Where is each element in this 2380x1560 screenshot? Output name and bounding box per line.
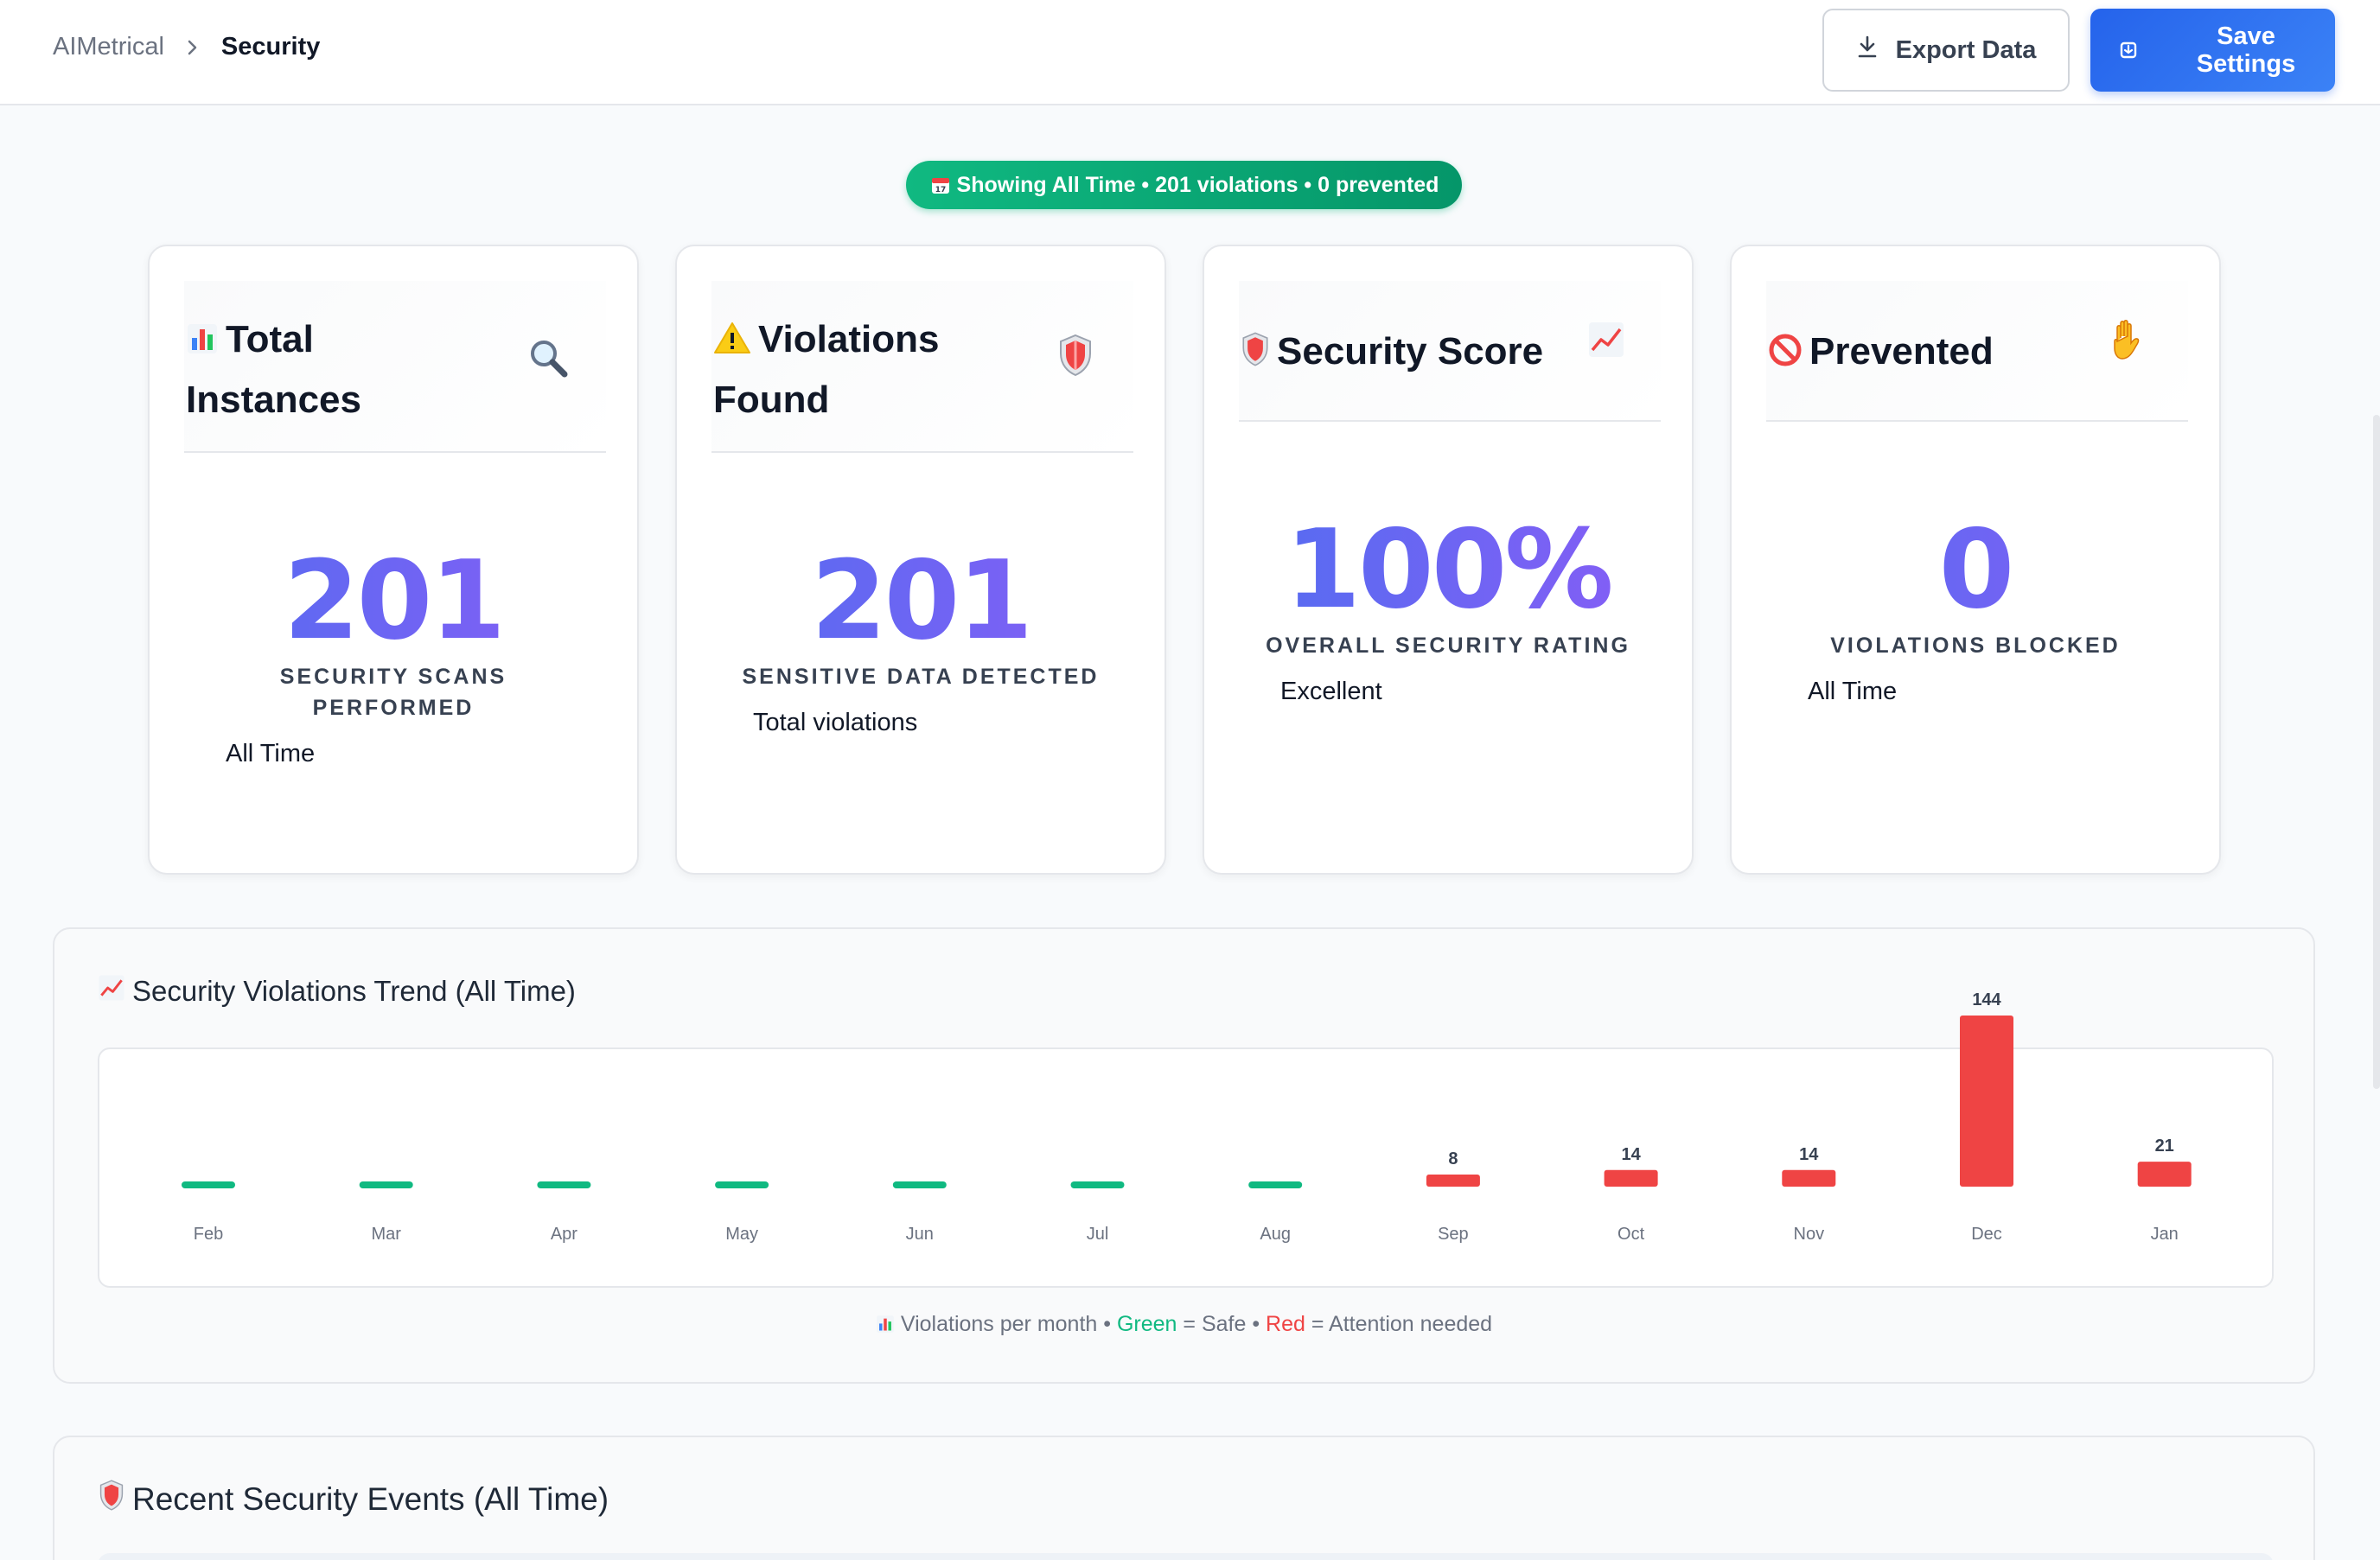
chart-bar-aug	[1248, 1181, 1303, 1188]
trend-chart-icon	[1587, 321, 1625, 363]
breadcrumb-current: Security	[220, 33, 321, 60]
chart-value-label: 144	[1972, 990, 2001, 1009]
card-header	[711, 281, 1133, 453]
export-data-label: Export Data	[1895, 35, 2037, 64]
chart-category-label: Sep	[1438, 1225, 1469, 1244]
chart-bar-sep	[1426, 1175, 1480, 1187]
card-caption: SECURITY SCANS PERFORMED	[279, 665, 507, 720]
chart-bar-feb	[182, 1181, 235, 1188]
svg-text:17: 17	[935, 186, 946, 194]
chart-bar-oct	[1604, 1169, 1658, 1187]
card-subtext: Excellent	[1280, 678, 1382, 705]
chart-category-label: May	[725, 1225, 758, 1244]
security-score-value: 100%	[1204, 506, 1692, 633]
bar-chart-icon	[186, 315, 219, 372]
trend-chart-icon	[98, 974, 125, 1009]
save-label-line2: Settings	[2196, 50, 2296, 78]
chart-value-label: 14	[1621, 1145, 1641, 1164]
time-range-banner: 17 Showing All Time • 201 violations • 0…	[906, 161, 1462, 209]
magnifier-icon	[526, 336, 571, 385]
stat-card-prevented: Prevented 0 VIOLATIONS BLOCKED All Time	[1730, 245, 2221, 875]
events-title: Recent Security Events (All Time)	[98, 1479, 609, 1519]
chart-value-label: 21	[2155, 1137, 2174, 1156]
chart-value-label: 14	[1799, 1145, 1819, 1164]
chart-title: Security Violations Trend (All Time)	[98, 974, 576, 1009]
violations-found-value: 201	[677, 537, 1164, 664]
chart-category-label: Nov	[1794, 1225, 1825, 1244]
chart-category-label: Aug	[1260, 1225, 1291, 1244]
calendar-icon: 17	[929, 174, 952, 196]
card-header	[184, 281, 606, 453]
breadcrumb: AIMetrical Security	[53, 33, 320, 61]
chart-bar-apr	[537, 1181, 591, 1188]
chevron-right-icon	[187, 39, 199, 56]
card-subtext: All Time	[226, 740, 316, 767]
chart-category-label: Dec	[1971, 1225, 2002, 1244]
chart-category-label: Apr	[551, 1225, 577, 1244]
chart-category-label: Oct	[1618, 1225, 1645, 1244]
card-caption: VIOLATIONS BLOCKED	[1830, 634, 2121, 658]
stat-card-violations-found: Violations Found 201 SENSITIVE DATA DETE…	[675, 245, 1166, 875]
shield-icon	[98, 1479, 125, 1519]
export-data-button[interactable]: Export Data	[1822, 9, 2070, 92]
shield-icon	[1057, 333, 1094, 382]
chart-category-label: Jan	[2151, 1225, 2179, 1244]
chart-category-label: Jul	[1087, 1225, 1109, 1244]
download-icon	[1856, 35, 1879, 66]
violations-trend-panel: Security Violations Trend (All Time) Feb…	[53, 927, 2315, 1384]
chart-bar-may	[715, 1181, 769, 1188]
chart-area	[98, 1047, 2274, 1288]
recent-events-panel: Recent Security Events (All Time)	[53, 1436, 2315, 1560]
card-caption: SENSITIVE DATA DETECTED	[742, 665, 1100, 689]
save-label-line1: Save	[2217, 22, 2275, 50]
chart-category-label: Mar	[371, 1225, 401, 1244]
chart-bar-nov	[1782, 1169, 1836, 1187]
chart-bar-jun	[892, 1181, 947, 1188]
save-settings-label: Save Settings	[2185, 22, 2307, 78]
chart-value-label: 8	[1448, 1149, 1458, 1168]
card-title: Total Instances	[186, 311, 361, 429]
card-subtext: All Time	[1808, 678, 1898, 705]
chart-category-label: Feb	[194, 1225, 223, 1244]
prohibited-icon	[1768, 327, 1803, 384]
save-settings-button[interactable]: Save Settings	[2090, 9, 2335, 92]
warning-icon	[713, 315, 751, 372]
bar-chart: Feb Mar Apr May Jun Jul Aug 8 Sep 14 Oct 14 Nov 144 De…	[182, 990, 2192, 1244]
chart-bar-jan	[2137, 1162, 2192, 1187]
raised-hand-icon	[2107, 317, 2148, 366]
chart-bar-dec	[1960, 1016, 2013, 1187]
card-subtext: Total violations	[753, 709, 918, 736]
shield-icon	[1241, 327, 1270, 384]
card-title: Security Score	[1241, 323, 1543, 384]
stat-card-total-instances: Total Instances 201 SECURITY SCANS PERFO…	[148, 245, 639, 875]
top-bar: AIMetrical Security Export Data Save Set…	[0, 0, 2380, 105]
card-caption: OVERALL SECURITY RATING	[1266, 634, 1630, 658]
total-instances-value: 201	[150, 537, 637, 664]
breadcrumb-root[interactable]: AIMetrical	[53, 33, 164, 60]
card-title: Prevented	[1768, 323, 1994, 384]
bar-chart-icon	[876, 1312, 901, 1336]
stat-card-security-score: Security Score 100% OVERALL SECURITY RAT…	[1203, 245, 1694, 875]
banner-text: Showing All Time • 201 violations • 0 pr…	[956, 172, 1439, 197]
chart-category-label: Jun	[906, 1225, 934, 1244]
chart-bar-jul	[1070, 1181, 1125, 1188]
card-title: Violations Found	[713, 311, 939, 429]
save-icon	[2120, 41, 2137, 59]
chart-legend: Violations per month • Green = Safe • Re…	[54, 1312, 2313, 1337]
page-scrollbar[interactable]	[2373, 415, 2380, 1089]
chart-bar-mar	[359, 1181, 413, 1188]
events-table-header	[98, 1553, 2274, 1560]
prevented-value: 0	[1732, 506, 2219, 633]
